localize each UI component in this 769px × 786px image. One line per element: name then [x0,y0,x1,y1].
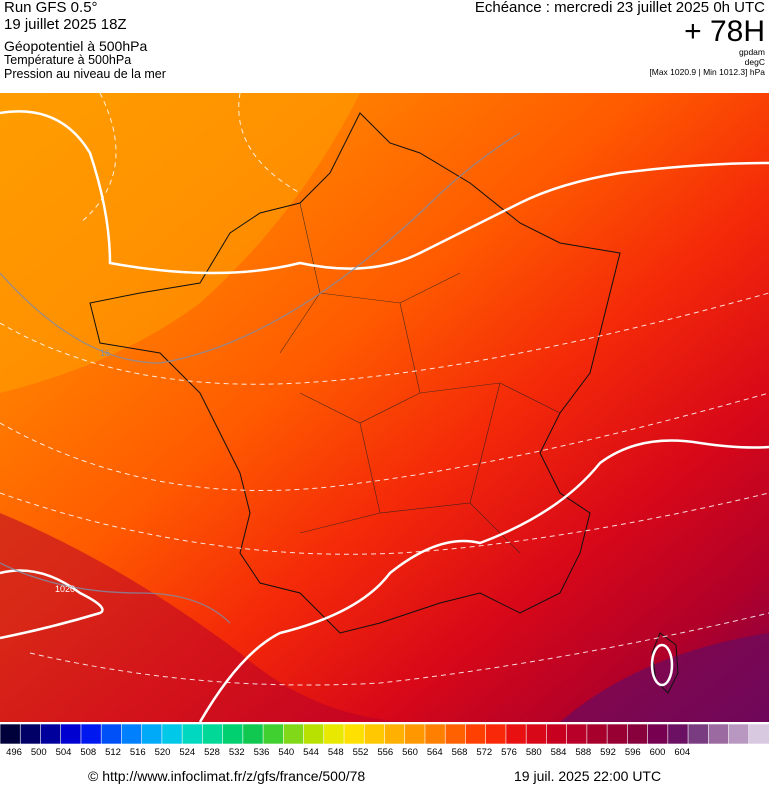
scale-swatch [667,724,689,744]
isobar-label: 1020 [55,584,75,594]
scale-label: 516 [129,747,146,758]
scale-swatch [586,724,608,744]
scale-label: 544 [303,747,319,758]
scale-label: 572 [476,747,493,758]
scale-swatch [181,724,204,744]
run-date: 19 juillet 2025 18Z [4,16,127,33]
scale-label: 552 [352,747,369,758]
scale-swatch [262,724,285,744]
scale-label: 540 [278,747,295,758]
scale-swatch [424,724,447,744]
generated-timestamp: 19 juil. 2025 22:00 UTC [514,768,662,784]
scale-label: 508 [80,747,97,758]
scale-swatch [40,724,62,744]
scale-label: 556 [377,747,394,758]
scale-label: 496 [6,747,22,758]
geopotential-line [0,569,104,640]
scale-swatch [283,724,305,744]
scale-label: 592 [600,747,616,758]
scale-swatch [687,724,710,744]
geopotential-line [0,110,769,275]
scale-swatch [19,724,42,744]
scale-swatch [384,724,406,744]
corsica [651,632,679,694]
source-url[interactable]: © http://www.infoclimat.fr/z/gfs/france/… [88,768,366,784]
header-right: Echéance : mercredi 23 juillet 2025 0h U… [475,0,765,78]
scale-swatch [141,724,163,744]
warm-band-east [560,633,769,722]
scale-swatch [546,724,568,744]
scale-labels: 496 500 504 508 512 516 520 524 528 532 536 540 544 5… [0,747,769,761]
scale-label: 604 [674,747,691,758]
scale-label: 536 [253,747,270,758]
scale-label: 596 [624,747,641,758]
scale-swatch [363,724,386,744]
geopotential-line [650,643,674,687]
scale-label: 532 [228,747,245,758]
header-left: Run GFS 0.5° 19 juillet 2025 18Z Géopote… [4,0,166,82]
field-temperature: Température à 500hPa [4,53,132,67]
scale-swatch [222,724,244,744]
scale-label: 548 [327,747,344,758]
scale-swatch [202,724,224,744]
scale-swatch [323,724,345,744]
forecast-map: 16 1020 [0,93,769,722]
lead-time: + 78H [684,15,765,48]
scale-label: 524 [179,747,196,758]
scale-swatch [161,724,183,744]
isobar-label: 16 [100,348,110,358]
isobar [0,132,521,364]
coastline [89,112,621,634]
scale-swatch [465,724,487,744]
scale-label: 512 [105,747,121,758]
scale-swatch [485,724,507,744]
scale-swatch [60,724,82,744]
cool-band [0,93,360,393]
scale-label: 504 [55,747,72,758]
unit-degc: degC [744,57,765,67]
scale-swatch [627,724,649,744]
scale-label: 528 [204,747,220,758]
scale-label: 520 [154,747,171,758]
scale-label: 560 [402,747,418,758]
isotherms [0,93,769,686]
scale-label: 588 [575,747,592,758]
scale-label: 568 [451,747,468,758]
field-pressure: Pression au niveau de la mer [4,67,166,81]
scale-swatch [121,724,143,744]
scale-swatch [748,724,769,744]
scale-swatch [525,724,548,744]
scale-swatch [606,724,629,744]
scale-swatch [444,724,467,744]
scale-swatch [343,724,366,744]
color-scale [0,724,769,744]
scale-swatch [728,724,750,744]
scale-label: 584 [550,747,567,758]
scale-label: 564 [426,747,443,758]
scale-swatch [505,724,527,744]
isobar [0,562,231,624]
warm-band [0,513,420,722]
scale-label: 580 [525,747,542,758]
pressure-minmax: [Max 1020.9 | Min 1012.3] hPa [649,67,765,77]
scale-swatch [404,724,426,744]
scale-swatch [566,724,588,744]
run-title: Run GFS 0.5° [4,0,98,16]
scale-swatch [647,724,669,744]
scale-swatch [0,724,22,744]
scale-swatch [707,724,730,744]
scale-label: 600 [649,747,666,758]
scale-label: 500 [30,747,47,758]
unit-gpdam: gpdam [739,47,765,57]
scale-swatch [303,724,325,744]
field-geopotential: Géopotentiel à 500hPa [4,38,148,54]
scale-label: 576 [501,747,517,758]
forecast-time: Echéance : mercredi 23 juillet 2025 0h U… [474,0,765,16]
scale-swatch [242,724,264,744]
scale-swatch [100,724,123,744]
scale-swatch [80,724,102,744]
geopotential-line [198,439,769,722]
